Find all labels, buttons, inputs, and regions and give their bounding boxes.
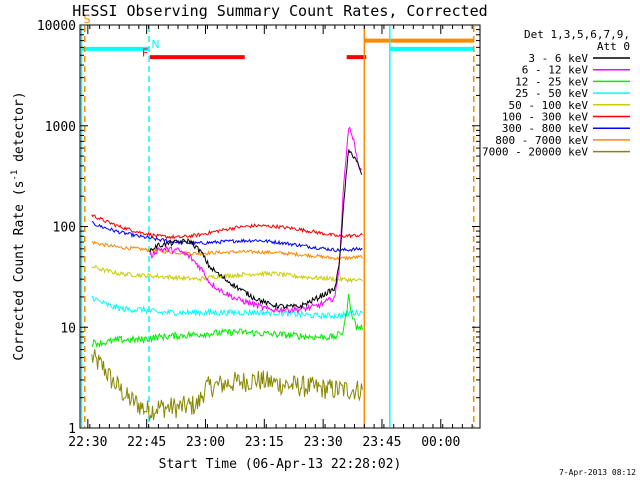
x-tick-label: 23:30: [304, 435, 343, 450]
series-line: [91, 294, 363, 349]
x-tick-label: 00:00: [421, 435, 460, 450]
series-line: [91, 264, 363, 284]
series-line: [91, 221, 363, 253]
x-tick-label: 23:00: [186, 435, 225, 450]
plot-area: S NF: [80, 13, 475, 427]
series-line: [91, 214, 363, 240]
x-axis: 22:30 22:45 23:00 23:15 23:30 23:45 00:00: [68, 25, 473, 450]
y-tick-label: 1: [68, 422, 76, 437]
legend-label: 12 - 25 keV: [515, 75, 588, 88]
series-line: [149, 149, 363, 310]
x-tick-label: 22:30: [68, 435, 107, 450]
flag-label: F: [142, 46, 148, 59]
series-layer: [91, 126, 363, 421]
flag-label: N: [151, 38, 159, 51]
y-tick-label: 10000: [37, 19, 76, 34]
series-line: [149, 126, 363, 315]
legend-label: 800 - 7000 keV: [495, 134, 588, 147]
legend-label: 50 - 100 keV: [509, 99, 589, 112]
chart-title: HESSI Observing Summary Count Rates, Cor…: [72, 2, 487, 20]
x-tick-label: 22:45: [127, 435, 166, 450]
y-tick-label: 10: [60, 321, 76, 336]
legend-label: 3 - 6 keV: [528, 52, 588, 65]
legend-label: 300 - 800 keV: [502, 122, 588, 135]
legend-label: 6 - 12 keV: [522, 64, 589, 77]
x-tick-label: 23:15: [245, 435, 284, 450]
legend-label: 100 - 300 keV: [502, 111, 588, 124]
flag-layer: S NF: [81, 13, 475, 59]
footer-timestamp: 7-Apr-2013 08:12: [559, 468, 636, 477]
legend-label: 7000 - 20000 keV: [482, 146, 588, 159]
y-tick-label: 100: [53, 221, 76, 236]
y-tick-label: 1000: [45, 120, 76, 135]
legend-label: 25 - 50 keV: [515, 87, 588, 100]
flag-label: S: [84, 13, 91, 26]
x-tick-label: 23:45: [362, 435, 401, 450]
legend-title-attenuator: Att 0: [597, 40, 630, 53]
series-line: [91, 349, 363, 421]
series-line: [91, 240, 363, 261]
y-axis-label: Corrected Count Rate (s-1 detector): [10, 91, 27, 360]
series-line: [91, 295, 363, 321]
legend-title-detectors: Det 1,3,5,6,7,9,: [524, 28, 630, 41]
x-axis-label: Start Time (06-Apr-13 22:28:02): [159, 457, 402, 472]
y-axis: 1 10 100 1000 10000: [37, 19, 480, 437]
